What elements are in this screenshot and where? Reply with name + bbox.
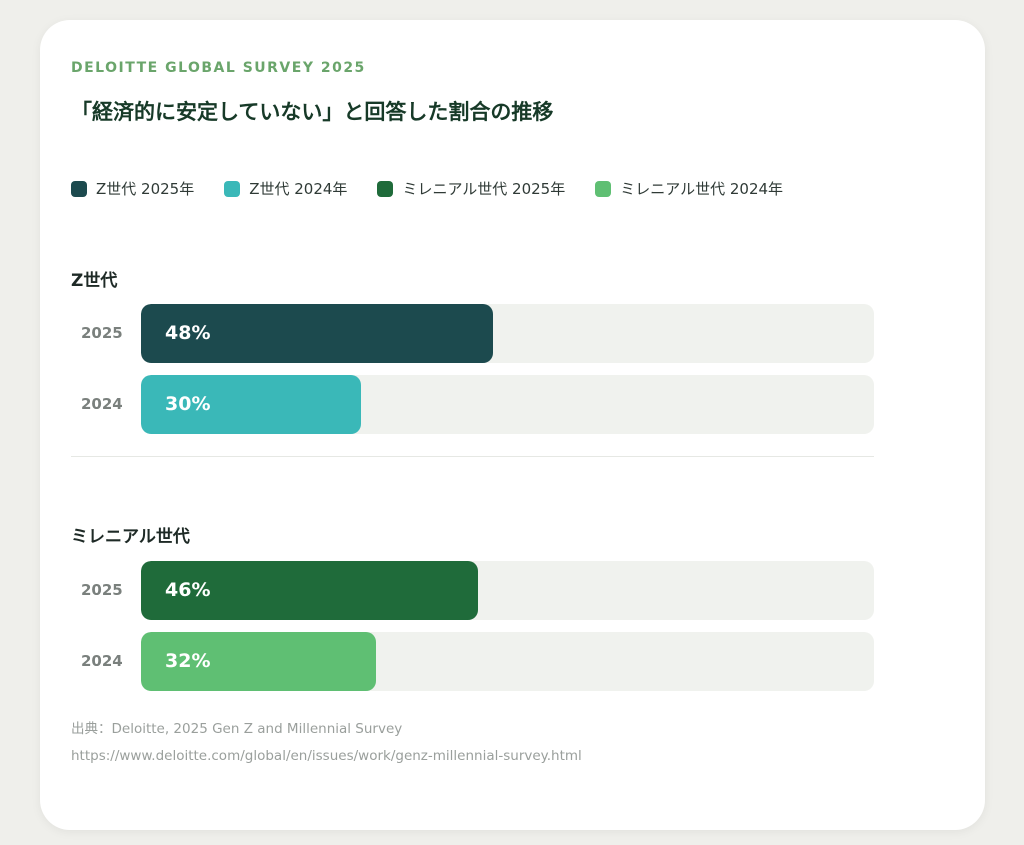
bar-row: 2025 48%	[71, 304, 874, 363]
bar-year-label: 2024	[81, 395, 123, 413]
bar-fill: 30%	[141, 375, 361, 434]
legend-item-millennial-2024: ミレニアル世代 2024年	[595, 178, 783, 199]
group-title-genz: Z世代	[71, 271, 118, 291]
bar-year-label: 2025	[81, 324, 123, 342]
bar-fill: 32%	[141, 632, 376, 691]
bar-track: 46%	[141, 561, 874, 620]
bar-value-label: 32%	[165, 650, 211, 672]
bar-track: 32%	[141, 632, 874, 691]
bar-fill: 46%	[141, 561, 479, 620]
bar-track: 48%	[141, 304, 874, 363]
bar-row: 2024 30%	[71, 375, 874, 434]
legend: Z世代 2025年 Z世代 2024年 ミレニアル世代 2025年 ミレニアル世…	[71, 178, 783, 199]
legend-item-genz-2025: Z世代 2025年	[71, 178, 194, 199]
legend-swatch	[377, 180, 394, 197]
bar-year-label: 2025	[81, 581, 123, 599]
bar-row: 2025 46%	[71, 561, 874, 620]
bar-row: 2024 32%	[71, 632, 874, 691]
source-url: https://www.deloitte.com/global/en/issue…	[71, 748, 582, 764]
source-citation: 出典：Deloitte, 2025 Gen Z and Millennial S…	[71, 721, 403, 737]
bar-track: 30%	[141, 375, 874, 434]
chart-title: 「経済的に安定していない」と回答した割合の推移	[71, 100, 554, 124]
bar-value-label: 30%	[165, 393, 211, 415]
legend-swatch	[595, 180, 612, 197]
legend-swatch	[224, 180, 241, 197]
bar-value-label: 48%	[165, 322, 211, 344]
group-title-millennial: ミレニアル世代	[71, 527, 190, 547]
source-note: 出典：Deloitte, 2025 Gen Z and Millennial S…	[71, 716, 582, 770]
legend-item-genz-2024: Z世代 2024年	[224, 178, 347, 199]
legend-swatch	[71, 180, 87, 197]
group-divider	[71, 456, 874, 457]
legend-label: Z世代 2025年	[96, 180, 195, 198]
legend-item-millennial-2025: ミレニアル世代 2025年	[377, 178, 565, 199]
legend-label: Z世代 2024年	[249, 180, 348, 198]
eyebrow-label: DELOITTE GLOBAL SURVEY 2025	[71, 60, 366, 76]
bar-year-label: 2024	[81, 652, 123, 670]
legend-label: ミレニアル世代 2024年	[620, 180, 784, 198]
bar-value-label: 46%	[165, 579, 211, 601]
legend-label: ミレニアル世代 2025年	[402, 180, 566, 198]
bar-fill: 48%	[141, 304, 493, 363]
